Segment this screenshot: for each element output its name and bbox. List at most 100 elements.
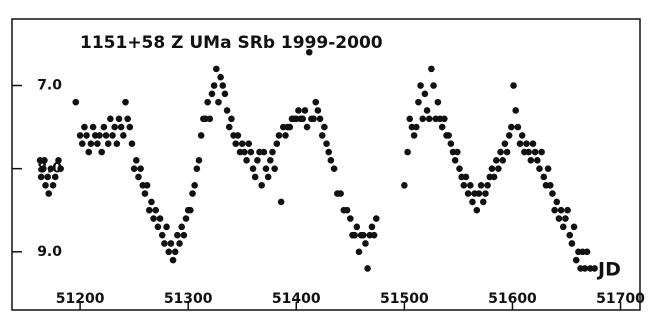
data-point bbox=[204, 98, 211, 106]
data-point bbox=[83, 132, 90, 139]
data-point bbox=[523, 140, 530, 148]
data-point bbox=[251, 173, 259, 181]
data-point bbox=[490, 173, 498, 181]
data-point bbox=[275, 132, 283, 139]
data-point bbox=[128, 140, 136, 148]
data-point bbox=[215, 98, 222, 106]
data-point bbox=[225, 123, 233, 131]
data-point bbox=[163, 223, 170, 231]
data-point bbox=[267, 157, 274, 164]
data-point bbox=[415, 98, 422, 106]
data-point bbox=[510, 82, 517, 89]
data-point bbox=[425, 115, 433, 123]
data-point bbox=[482, 190, 489, 197]
data-point bbox=[180, 231, 188, 239]
data-point bbox=[351, 231, 358, 239]
y-tick-label: 9.0 bbox=[37, 244, 62, 260]
data-point bbox=[581, 265, 589, 272]
data-point bbox=[212, 65, 220, 73]
data-point bbox=[564, 206, 571, 214]
data-point bbox=[254, 157, 261, 164]
data-point bbox=[501, 140, 509, 148]
data-point bbox=[243, 157, 250, 164]
data-point bbox=[562, 215, 569, 222]
data-point bbox=[115, 115, 123, 123]
data-point bbox=[234, 132, 242, 139]
data-point bbox=[525, 148, 532, 156]
data-point bbox=[247, 148, 255, 156]
data-point bbox=[314, 107, 322, 114]
data-point bbox=[434, 98, 442, 106]
chart-title: 1151+58 Z UMa SRb 1999-2000 bbox=[80, 33, 383, 53]
data-point bbox=[531, 148, 539, 156]
data-point bbox=[158, 231, 166, 239]
data-point bbox=[195, 157, 203, 164]
data-point bbox=[245, 140, 253, 148]
data-point bbox=[135, 173, 142, 181]
y-tick-label: 7.0 bbox=[37, 78, 62, 94]
data-point bbox=[98, 148, 106, 156]
data-point bbox=[221, 90, 229, 98]
data-point bbox=[223, 107, 231, 114]
data-point bbox=[47, 165, 55, 172]
data-point bbox=[370, 231, 378, 239]
data-point bbox=[282, 132, 289, 139]
data-point bbox=[271, 165, 278, 172]
data-point bbox=[206, 115, 214, 123]
data-point bbox=[368, 223, 376, 231]
data-point bbox=[512, 107, 519, 114]
data-point bbox=[347, 215, 354, 222]
data-point bbox=[197, 132, 205, 139]
data-point bbox=[316, 115, 324, 123]
data-point bbox=[419, 115, 427, 123]
data-point bbox=[264, 173, 272, 181]
data-point bbox=[122, 98, 129, 106]
data-point bbox=[44, 173, 51, 181]
data-point bbox=[141, 190, 149, 197]
data-point bbox=[94, 140, 101, 148]
data-point bbox=[462, 173, 470, 181]
data-point bbox=[499, 157, 507, 164]
data-point bbox=[171, 248, 179, 256]
data-point bbox=[40, 165, 47, 172]
data-point bbox=[553, 198, 561, 206]
data-point bbox=[126, 123, 134, 131]
data-point bbox=[518, 132, 526, 139]
data-point bbox=[330, 165, 338, 172]
data-point bbox=[187, 206, 194, 214]
data-point bbox=[182, 215, 190, 222]
data-point bbox=[551, 206, 558, 214]
data-point bbox=[152, 206, 160, 214]
data-point bbox=[217, 73, 224, 81]
x-tick-label: 51300 bbox=[164, 291, 213, 307]
data-point bbox=[228, 115, 235, 123]
data-point bbox=[76, 132, 84, 139]
data-point bbox=[310, 115, 317, 123]
data-point bbox=[508, 123, 515, 131]
data-point bbox=[538, 148, 545, 156]
data-point bbox=[87, 140, 95, 148]
data-point bbox=[107, 115, 114, 123]
data-point bbox=[549, 190, 556, 197]
data-point bbox=[210, 82, 218, 89]
data-point bbox=[57, 165, 64, 172]
data-point bbox=[353, 223, 361, 231]
data-point bbox=[189, 190, 196, 197]
data-point bbox=[362, 240, 369, 247]
data-point bbox=[441, 115, 448, 123]
data-point bbox=[466, 181, 474, 189]
data-point bbox=[150, 215, 157, 222]
data-point bbox=[78, 140, 86, 148]
data-point bbox=[404, 148, 411, 156]
x-axis-label: JD bbox=[596, 259, 621, 281]
data-point bbox=[113, 140, 121, 148]
data-point bbox=[479, 198, 487, 206]
data-point bbox=[124, 115, 131, 123]
data-point bbox=[337, 190, 344, 197]
data-point bbox=[81, 123, 88, 131]
data-point bbox=[208, 90, 216, 98]
data-point bbox=[445, 132, 452, 139]
data-point bbox=[410, 132, 418, 139]
data-point bbox=[303, 123, 311, 131]
data-point bbox=[447, 140, 455, 148]
